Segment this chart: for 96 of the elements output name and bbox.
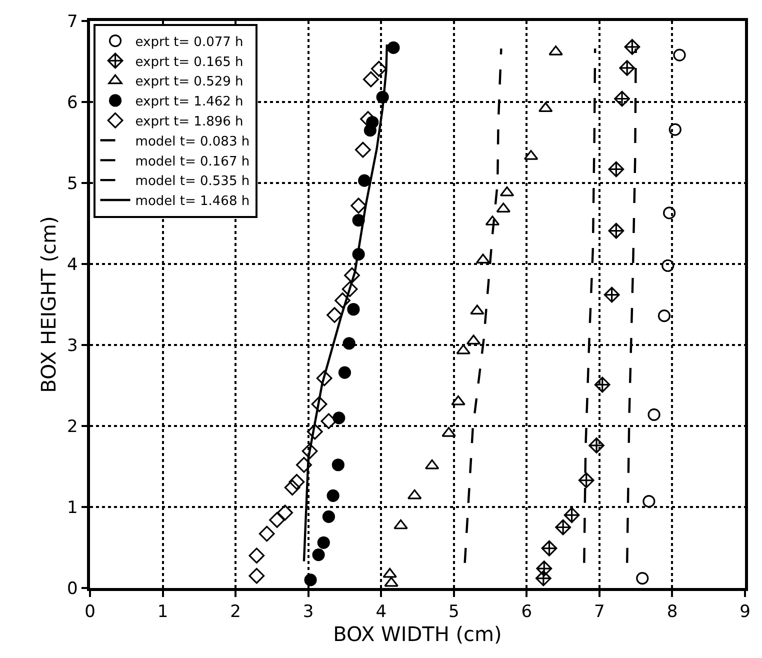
x-tick-label: 9 — [740, 602, 750, 622]
x-tick-label: 4 — [376, 602, 387, 622]
point — [317, 536, 330, 549]
point — [536, 560, 552, 577]
point — [636, 572, 649, 585]
x-tick-label: 1 — [157, 602, 168, 622]
point — [500, 186, 514, 196]
point — [296, 456, 312, 473]
point — [673, 48, 686, 62]
point — [370, 60, 387, 77]
point — [451, 395, 466, 406]
point — [442, 426, 456, 437]
point — [350, 198, 366, 214]
point — [548, 45, 563, 56]
point — [658, 310, 671, 322]
legend-label: exprt t= 0.165 h — [135, 54, 244, 70]
point — [364, 124, 376, 137]
point — [332, 458, 344, 472]
point — [614, 90, 630, 107]
point — [326, 307, 342, 323]
point — [619, 60, 636, 76]
point — [424, 459, 440, 470]
point — [668, 123, 682, 136]
legend-label: exprt t= 0.529 h — [135, 74, 244, 90]
point — [248, 548, 265, 564]
point — [608, 161, 624, 178]
point — [564, 507, 580, 524]
point — [302, 443, 318, 460]
point — [334, 292, 350, 308]
legend-label: model t= 0.535 h — [135, 174, 250, 190]
x-axis-title: BOX WIDTH (cm) — [333, 622, 502, 646]
y-tick-label: 6 — [67, 92, 78, 113]
y-tick-label: 4 — [67, 254, 78, 275]
y-tick-label: 1 — [67, 498, 78, 518]
point — [663, 206, 676, 220]
point — [407, 489, 422, 500]
point — [342, 337, 356, 350]
legend-label: model t= 1.468 h — [135, 194, 250, 210]
point — [258, 526, 275, 542]
point — [316, 370, 332, 386]
point — [354, 142, 371, 158]
point — [382, 568, 397, 578]
point — [470, 304, 484, 315]
point — [304, 574, 317, 586]
point — [387, 41, 400, 54]
point — [342, 281, 358, 298]
point — [384, 576, 398, 587]
point — [538, 102, 553, 112]
point — [642, 495, 656, 508]
point — [312, 548, 325, 562]
point — [358, 174, 371, 187]
legend-label: exprt t= 0.077 h — [135, 34, 244, 50]
point — [594, 376, 610, 393]
point — [284, 480, 300, 496]
point — [588, 437, 604, 454]
point — [362, 71, 379, 88]
point — [311, 396, 328, 412]
point — [288, 474, 305, 490]
point — [456, 344, 470, 354]
point — [578, 472, 594, 488]
x-tick-label: 5 — [448, 602, 460, 622]
point — [332, 412, 346, 424]
x-tick-label: 7 — [594, 602, 605, 622]
legend-label: model t= 0.083 h — [135, 134, 250, 150]
point — [535, 570, 552, 586]
y-tick-label: 5 — [67, 174, 78, 194]
x-tick-label: 2 — [230, 602, 241, 622]
point — [277, 504, 293, 521]
x-tick-label: 3 — [302, 602, 314, 622]
point — [608, 222, 624, 239]
legend-label: model t= 0.167 h — [135, 154, 250, 170]
point — [326, 489, 340, 502]
point — [322, 510, 336, 524]
point — [662, 259, 674, 272]
point — [604, 286, 620, 303]
y-tick-label: 7 — [67, 12, 78, 32]
point — [344, 267, 360, 284]
point — [524, 150, 538, 160]
x-tick-label: 0 — [84, 602, 96, 622]
x-tick-label: 8 — [666, 602, 678, 622]
point — [648, 408, 660, 421]
point — [347, 303, 360, 316]
point — [541, 540, 558, 556]
point — [555, 519, 572, 536]
legend-label: exprt t= 1.896 h — [135, 114, 244, 130]
y-tick-label: 3 — [67, 336, 78, 356]
x-tick-label: 6 — [521, 602, 532, 622]
point — [394, 519, 408, 530]
point — [269, 512, 285, 528]
y-tick-label: 0 — [67, 578, 78, 599]
y-axis-title: BOX HEIGHT (cm) — [36, 216, 61, 393]
point — [248, 568, 265, 584]
point — [624, 38, 640, 55]
legend-label: exprt t= 1.462 h — [135, 94, 244, 110]
point — [338, 366, 352, 379]
y-tick-label: 2 — [67, 416, 78, 437]
